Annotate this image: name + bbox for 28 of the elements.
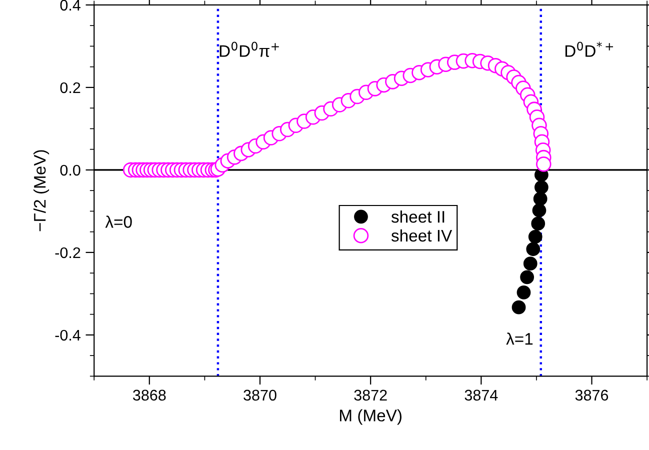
y-tick-label: 0.2 xyxy=(60,82,80,94)
annotation: D$^{0}$D$^{*+}$ xyxy=(565,42,614,57)
point xyxy=(526,242,540,256)
point xyxy=(532,203,546,218)
x-tick-label: 3874 xyxy=(464,390,498,401)
point xyxy=(523,256,538,271)
y-tick-label: -0.2 xyxy=(55,247,80,258)
point xyxy=(534,180,548,194)
point xyxy=(533,192,548,206)
x-axis-title: M (MeV) xyxy=(340,409,402,425)
point xyxy=(516,286,531,300)
point xyxy=(512,300,526,314)
legend-label: sheet IV xyxy=(391,229,452,242)
legend-label: sheet II xyxy=(391,210,444,223)
point xyxy=(520,270,534,284)
y-tick-label: 0.4 xyxy=(60,0,80,11)
annotation: D$^{0}$D$^{0}$π$^{+}$ xyxy=(220,42,279,57)
annotation: λ=0 xyxy=(105,216,132,228)
point xyxy=(528,230,542,244)
x-tick-label: 3870 xyxy=(244,390,276,401)
y-tick-label: 0.0 xyxy=(60,164,80,176)
annotation: λ=1 xyxy=(506,332,533,345)
x-tick-label: 3872 xyxy=(354,390,387,401)
x-tick-label: 3876 xyxy=(575,390,608,401)
y-axis-title: −Γ/2 (MeV) xyxy=(33,150,50,232)
x-tick-label: 3868 xyxy=(132,390,166,401)
y-tick-label: -0.4 xyxy=(55,330,80,341)
point xyxy=(531,216,546,231)
